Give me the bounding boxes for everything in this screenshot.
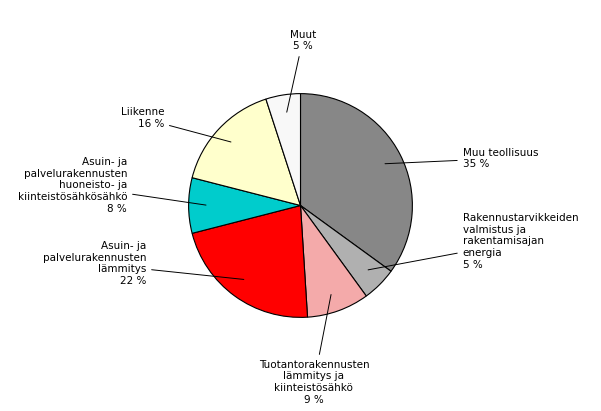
Text: Muu teollisuus
35 %: Muu teollisuus 35 % bbox=[385, 148, 538, 169]
Wedge shape bbox=[189, 178, 300, 233]
Text: Asuin- ja
palvelurakennusten
huoneisto- ja
kiinteistösähkösähkö
8 %: Asuin- ja palvelurakennusten huoneisto- … bbox=[17, 157, 206, 214]
Wedge shape bbox=[192, 206, 308, 317]
Text: Asuin- ja
palvelurakennusten
lämmitys
22 %: Asuin- ja palvelurakennusten lämmitys 22… bbox=[43, 241, 244, 286]
Text: Rakennustarvikkeiden
valmistus ja
rakentamisajan
energia
5 %: Rakennustarvikkeiden valmistus ja rakent… bbox=[368, 213, 578, 270]
Text: Muut
5 %: Muut 5 % bbox=[287, 30, 316, 112]
Text: Tuotantorakennusten
lämmitys ja
kiinteistösähkö
9 %: Tuotantorakennusten lämmitys ja kiinteis… bbox=[258, 295, 369, 405]
Text: Liikenne
16 %: Liikenne 16 % bbox=[121, 107, 231, 142]
Wedge shape bbox=[192, 99, 300, 206]
Wedge shape bbox=[300, 94, 412, 271]
Wedge shape bbox=[300, 206, 391, 296]
Wedge shape bbox=[266, 94, 300, 206]
Wedge shape bbox=[300, 206, 366, 317]
